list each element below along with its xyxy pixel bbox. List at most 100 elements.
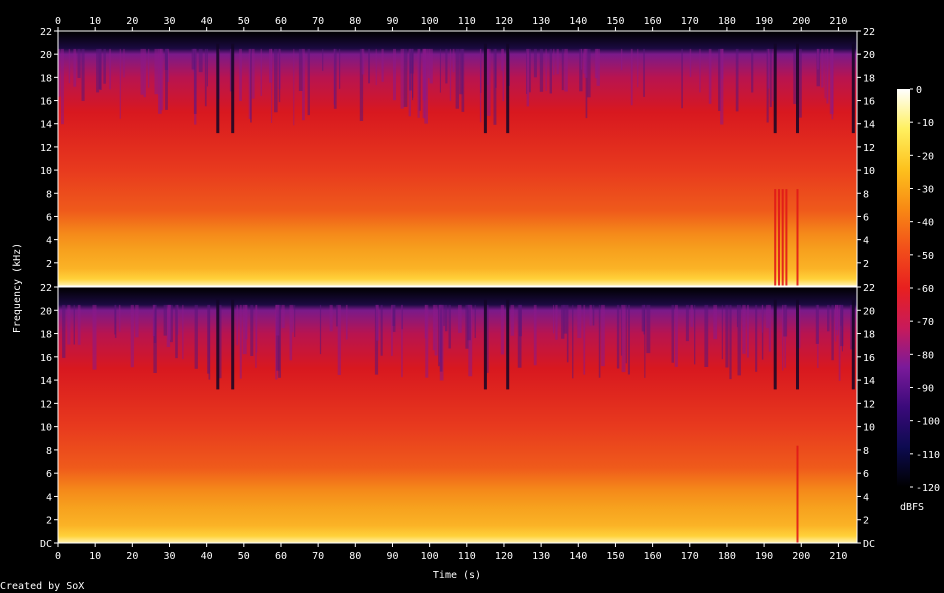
texture-streak <box>73 48 77 87</box>
texture-streak <box>96 48 100 93</box>
texture-streak <box>391 304 393 356</box>
x-tick-label: 190 <box>755 551 773 562</box>
texture-streak <box>561 304 565 339</box>
x-tick-label-top: 50 <box>238 16 250 27</box>
texture-streak <box>467 304 471 341</box>
texture-streak <box>198 48 203 73</box>
y-tick-label-right: 10 <box>863 423 875 434</box>
texture-streak <box>251 48 255 99</box>
texture-streak <box>281 304 285 328</box>
texture-streak <box>474 304 476 338</box>
texture-streak <box>461 48 465 112</box>
texture-streak <box>737 304 741 376</box>
texture-streak <box>166 304 171 347</box>
texture-streak <box>380 304 383 356</box>
x-tick-label-top: 10 <box>89 16 101 27</box>
colorbar-tick-label: -110 <box>916 450 940 461</box>
x-tick-label-top: 100 <box>421 16 439 27</box>
texture-streak <box>834 304 837 342</box>
texture-streak <box>289 304 293 361</box>
y-tick-label-right: 22 <box>863 283 875 294</box>
colorbar-tick-label: -70 <box>916 317 934 328</box>
texture-streak <box>255 304 257 368</box>
colorbar-tick-label: -10 <box>916 118 934 129</box>
texture-streak <box>61 48 64 125</box>
texture-streak <box>736 304 738 328</box>
texture-streak <box>427 48 431 79</box>
texture-streak <box>67 304 71 345</box>
texture-streak <box>298 48 303 91</box>
texture-streak <box>502 48 504 102</box>
credit-text: Created by SoX <box>0 581 84 592</box>
x-tick-label-top: 130 <box>532 16 550 27</box>
texture-streak <box>375 48 377 86</box>
texture-streak <box>148 48 150 88</box>
texture-streak <box>838 304 841 381</box>
colorbar-tick-label: -20 <box>916 151 934 162</box>
y-tick-label: 20 <box>40 306 52 317</box>
texture-streak <box>204 48 207 107</box>
texture-streak <box>798 48 802 118</box>
texture-streak <box>339 48 341 89</box>
y-axis-label: Frequency (kHz) <box>12 243 23 333</box>
texture-streak <box>510 304 515 336</box>
texture-streak <box>123 48 125 78</box>
colorbar-tick-label: -50 <box>916 251 934 262</box>
texture-streak <box>685 304 689 342</box>
x-tick-label: 200 <box>792 551 810 562</box>
y-tick-label: 12 <box>40 399 52 410</box>
texture-streak <box>250 48 252 123</box>
texture-streak <box>250 304 254 356</box>
texture-streak <box>671 304 674 363</box>
y-tick-label: 18 <box>40 330 52 341</box>
panel-border <box>57 286 858 544</box>
y-tick-label-right: DC <box>863 539 875 550</box>
y-tick-label-right: 20 <box>863 50 875 61</box>
texture-streak <box>153 304 157 343</box>
texture-streak <box>434 304 438 356</box>
y-tick-label: 8 <box>46 189 52 200</box>
y-tick-label: 16 <box>40 353 52 364</box>
texture-streak <box>815 304 819 344</box>
texture-streak <box>401 304 403 378</box>
texture-streak <box>218 304 222 379</box>
texture-streak <box>422 48 427 101</box>
x-tick-label: 100 <box>421 551 439 562</box>
texture-streak <box>694 304 696 365</box>
texture-streak <box>616 304 620 369</box>
texture-streak <box>841 304 843 352</box>
channel-panel-2 <box>57 286 858 544</box>
x-tick-label-top: 110 <box>458 16 476 27</box>
x-tick-label-top: 160 <box>644 16 662 27</box>
texture-streak <box>359 48 364 121</box>
texture-streak <box>307 48 310 116</box>
dark-gap <box>773 43 777 134</box>
y-tick-label: DC <box>40 539 52 550</box>
texture-streak <box>594 48 598 79</box>
texture-streak <box>517 304 522 368</box>
texture-streak <box>766 48 769 123</box>
x-tick-label: 0 <box>55 551 61 562</box>
x-tick-label-top: 90 <box>386 16 398 27</box>
y-tick-label-right: 14 <box>863 120 875 131</box>
dark-gap <box>483 43 487 134</box>
texture-streak <box>278 48 281 103</box>
texture-streak <box>239 304 242 379</box>
y-tick-label: 10 <box>40 423 52 434</box>
texture-streak <box>445 304 448 332</box>
texture-streak <box>699 48 701 93</box>
texture-streak <box>539 48 544 92</box>
texture-streak <box>533 304 537 366</box>
texture-streak <box>817 48 819 70</box>
texture-streak <box>643 48 645 97</box>
texture-streak <box>401 304 403 330</box>
texture-streak <box>412 48 414 101</box>
texture-streak <box>77 304 81 345</box>
texture-streak <box>361 48 365 75</box>
texture-streak <box>718 48 721 111</box>
texture-streak <box>164 48 168 70</box>
texture-streak <box>620 304 623 356</box>
texture-streak <box>479 48 482 123</box>
texture-streak <box>545 48 547 91</box>
channel-panel-1 <box>57 30 858 287</box>
